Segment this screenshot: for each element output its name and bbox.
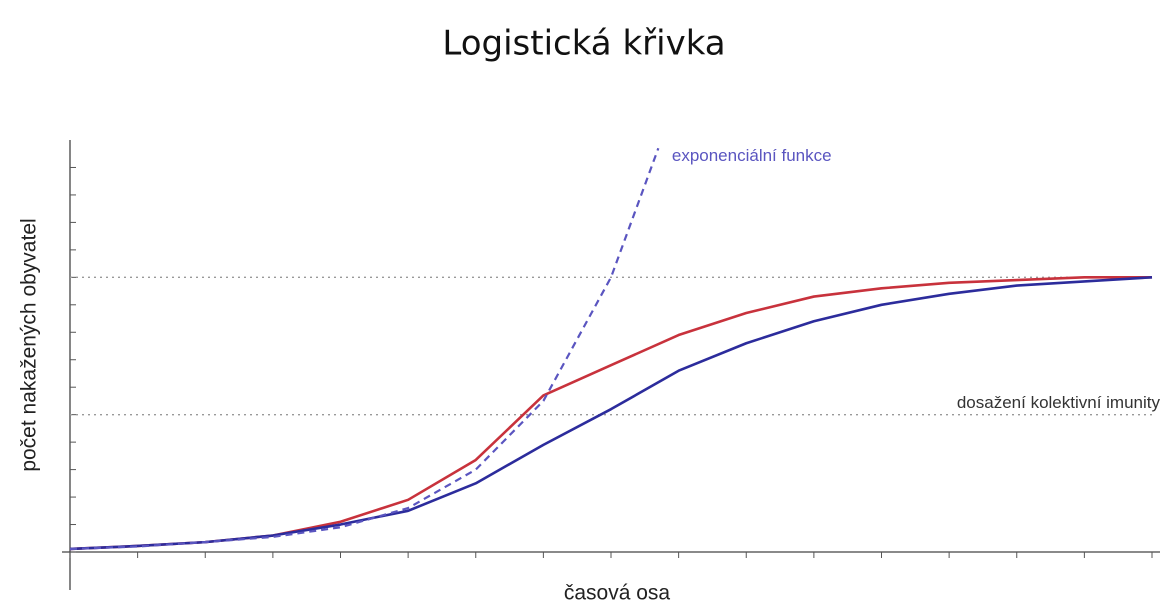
y-axis-label: počet nakažených obyvatel bbox=[18, 218, 41, 471]
annotation: dosažení kolektivní imunity bbox=[957, 393, 1161, 412]
series-line bbox=[69, 276, 1153, 551]
x-axis-label: časová osa bbox=[564, 582, 671, 605]
annotation: exponenciální funkce bbox=[672, 146, 832, 165]
series-line bbox=[69, 276, 1152, 551]
series-line bbox=[69, 147, 660, 551]
chart-title: Logistická křivka bbox=[442, 24, 725, 64]
